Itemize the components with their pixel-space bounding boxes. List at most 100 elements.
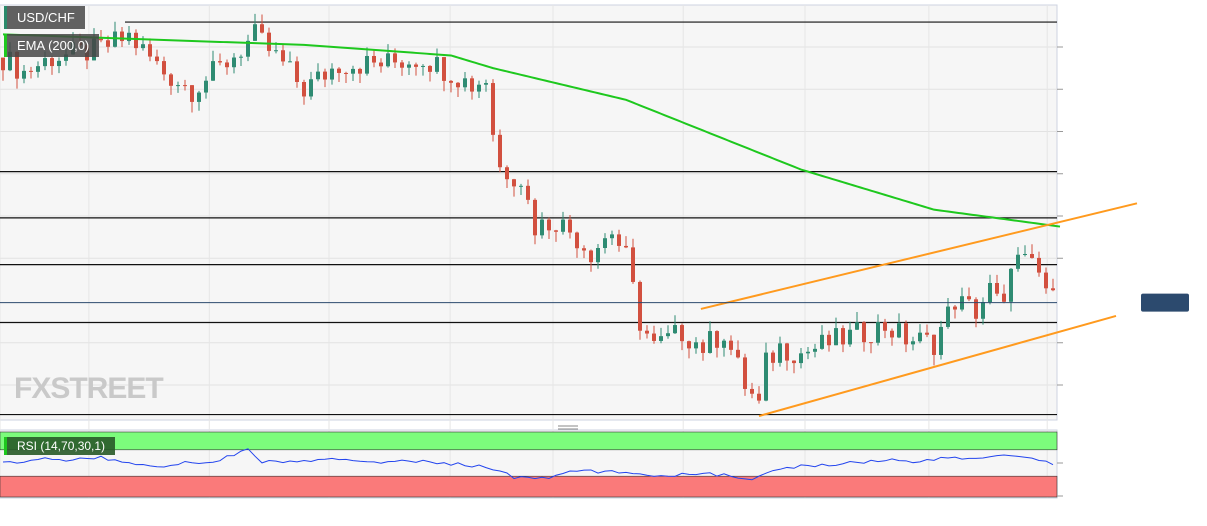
candle-body bbox=[890, 330, 894, 338]
ema-200-line bbox=[2, 33, 1061, 228]
candle-body bbox=[855, 322, 859, 330]
candle-body bbox=[582, 248, 586, 251]
candle-body bbox=[379, 62, 383, 67]
candle-body bbox=[589, 250, 593, 263]
candle-body bbox=[50, 58, 54, 67]
candle-body bbox=[526, 185, 530, 200]
candle-body bbox=[43, 58, 47, 67]
candle-body bbox=[218, 61, 222, 63]
candle-body bbox=[330, 68, 334, 80]
candle-body bbox=[946, 306, 950, 327]
candle-body bbox=[1, 57, 5, 71]
candle-body bbox=[1037, 257, 1041, 273]
candle-body bbox=[624, 245, 628, 248]
candle-body bbox=[225, 62, 229, 68]
candle-body bbox=[876, 322, 880, 343]
candle-body bbox=[561, 219, 565, 232]
candle-body bbox=[148, 44, 152, 57]
candle-body bbox=[22, 70, 26, 79]
candle-body bbox=[498, 134, 502, 168]
candle-body bbox=[302, 81, 306, 97]
fxstreet-logo: FXSTREET bbox=[14, 372, 164, 405]
candle-body bbox=[925, 332, 929, 335]
rsi-legend[interactable]: RSI (14,70,30,1) bbox=[4, 437, 116, 455]
candle-body bbox=[120, 31, 124, 42]
candle-body bbox=[1023, 254, 1027, 256]
candle-body bbox=[792, 360, 796, 364]
candle-body bbox=[540, 219, 544, 236]
candle-body bbox=[988, 282, 992, 303]
candle-body bbox=[106, 40, 110, 47]
candle-body bbox=[617, 234, 621, 246]
candle-body bbox=[638, 281, 642, 331]
candle-body bbox=[1016, 254, 1020, 269]
candle-body bbox=[596, 248, 600, 263]
candle-body bbox=[911, 341, 915, 345]
candle-body bbox=[8, 51, 12, 71]
candle-body bbox=[470, 78, 474, 92]
candle-body bbox=[848, 329, 852, 345]
candle-body bbox=[232, 57, 236, 68]
candle-body bbox=[162, 61, 166, 75]
candle-body bbox=[442, 57, 446, 81]
price-panel bbox=[0, 4, 1058, 421]
candle-body bbox=[939, 326, 943, 355]
candle-body bbox=[757, 393, 761, 401]
candle-body bbox=[421, 65, 425, 67]
candle-body bbox=[57, 60, 61, 67]
candle-body bbox=[505, 167, 509, 180]
candle-body bbox=[1044, 272, 1048, 289]
candle-body bbox=[841, 328, 845, 345]
candle-body bbox=[337, 68, 341, 73]
candle-body bbox=[673, 325, 677, 334]
candle-body bbox=[659, 336, 663, 341]
candle-body bbox=[309, 79, 313, 97]
candle-body bbox=[862, 322, 866, 343]
candle-body bbox=[323, 71, 327, 80]
candle-body bbox=[981, 302, 985, 319]
candle-body bbox=[190, 85, 194, 102]
candle-body bbox=[204, 80, 208, 93]
candle-body bbox=[1051, 288, 1055, 291]
candle-body bbox=[239, 56, 243, 58]
candle-body bbox=[603, 238, 607, 249]
candle-body bbox=[134, 32, 138, 49]
candle-body bbox=[575, 232, 579, 249]
candle-body bbox=[897, 323, 901, 338]
candle-body bbox=[246, 40, 250, 57]
candle-body bbox=[197, 92, 201, 102]
symbol-label: USD/CHF bbox=[4, 6, 85, 29]
candle-body bbox=[631, 247, 635, 282]
candle-body bbox=[428, 65, 432, 72]
upper-channel-trendline bbox=[700, 202, 1138, 310]
candle-body bbox=[351, 68, 355, 74]
candle-body bbox=[463, 78, 467, 88]
rsi-oversold-zone bbox=[0, 475, 1058, 498]
candle-body bbox=[1009, 268, 1013, 302]
candle-body bbox=[554, 230, 558, 232]
candle-body bbox=[785, 343, 789, 361]
candle-body bbox=[1002, 293, 1006, 302]
candle-body bbox=[729, 340, 733, 350]
rsi-overbought-zone bbox=[0, 431, 1058, 451]
candle-body bbox=[99, 38, 103, 41]
candle-body bbox=[127, 32, 131, 42]
candle-body bbox=[995, 282, 999, 294]
ema-legend[interactable]: EMA (200,0) bbox=[4, 34, 100, 57]
candle-body bbox=[386, 53, 390, 67]
candle-body bbox=[253, 24, 257, 41]
candle-body bbox=[974, 299, 978, 319]
candle-body bbox=[64, 54, 68, 61]
candle-body bbox=[771, 352, 775, 363]
candle-body bbox=[883, 322, 887, 331]
candle-body bbox=[694, 342, 698, 349]
candle-body bbox=[449, 80, 453, 83]
candle-body bbox=[211, 61, 215, 81]
candle-body bbox=[813, 348, 817, 352]
candle-body bbox=[666, 333, 670, 337]
candle-body bbox=[477, 84, 481, 92]
candle-body bbox=[274, 50, 278, 52]
candle-body bbox=[316, 71, 320, 80]
